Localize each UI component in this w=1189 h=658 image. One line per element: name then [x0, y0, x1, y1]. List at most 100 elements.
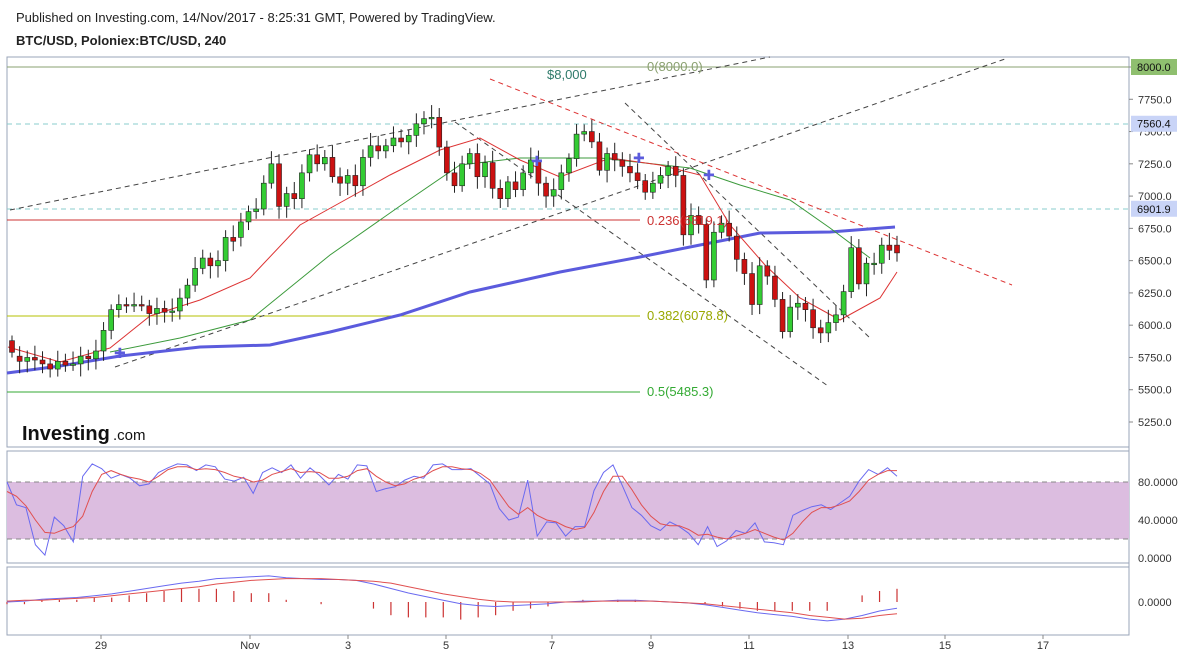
- price-tag-label: 8000.0: [1137, 62, 1171, 74]
- time-tick-label: 5: [443, 640, 449, 652]
- candle-up: [77, 355, 84, 365]
- candle-down: [398, 137, 404, 143]
- time-tick-label: Nov: [240, 640, 260, 652]
- candle-up: [718, 222, 725, 233]
- candle-up: [344, 175, 351, 184]
- rsi-tick-label: 40.0000: [1138, 515, 1178, 527]
- time-tick-label: 15: [939, 640, 951, 652]
- candle-down: [680, 175, 687, 236]
- candle-up: [848, 247, 855, 292]
- candle-up: [184, 284, 191, 299]
- cross-marker: ✚: [114, 345, 126, 361]
- trendline-down-channel-bottom: [454, 121, 829, 387]
- candle-up: [306, 154, 313, 174]
- trendline-lower-channel: [114, 58, 1006, 368]
- candle-up: [260, 182, 267, 210]
- time-tick-label: 29: [95, 640, 107, 652]
- candle-down: [512, 181, 519, 190]
- candle-down: [489, 162, 496, 189]
- time-tick-label: 9: [648, 640, 654, 652]
- candle-down: [291, 193, 298, 199]
- candle-down: [474, 153, 481, 178]
- svg-text:.com: .com: [113, 427, 146, 444]
- candle-up: [466, 153, 473, 165]
- candle-up: [283, 193, 290, 207]
- price-tick-label: 7000.0: [1138, 191, 1172, 203]
- candle-up: [390, 137, 397, 147]
- svg-text:Investing: Investing: [22, 423, 110, 445]
- candle-down: [535, 159, 542, 184]
- candle-down: [856, 247, 862, 285]
- candle-down: [611, 153, 618, 161]
- candle-down: [451, 172, 458, 187]
- candle-up: [459, 163, 465, 187]
- candle-up: [177, 297, 183, 312]
- macd-tick-label: 0.0000: [1138, 597, 1172, 609]
- candle-down: [642, 180, 649, 193]
- price-tick-label: 7750.0: [1138, 94, 1172, 106]
- candle-up: [93, 350, 99, 360]
- candle-up: [604, 153, 610, 171]
- candle-down: [230, 237, 237, 242]
- candle-up: [245, 211, 252, 223]
- published-caption: Published on Investing.com, 14/Nov/2017 …: [16, 10, 496, 25]
- price-tick-label: 6000.0: [1138, 320, 1172, 332]
- cross-marker: ✚: [633, 150, 645, 166]
- macd-histogram: [6, 588, 898, 620]
- candle-down: [817, 327, 824, 334]
- candle-down: [749, 273, 755, 305]
- fib-label-05: 0.5(5485.3): [647, 384, 714, 399]
- candle-down: [207, 257, 214, 267]
- candle-up: [558, 172, 565, 190]
- candle-down: [16, 355, 23, 362]
- time-tick-label: 3: [345, 640, 351, 652]
- main-pane-frame: [6, 56, 1130, 448]
- macd-axis: 0.0000: [1138, 597, 1172, 609]
- rsi-tick-label: 0.0000: [1138, 553, 1172, 565]
- candle-up: [253, 208, 259, 212]
- price-tick-label: 6750.0: [1138, 223, 1172, 235]
- candle-down: [543, 182, 549, 197]
- candle-up: [428, 117, 435, 120]
- candle-down: [337, 176, 343, 184]
- candle-down: [138, 304, 145, 307]
- fib-label-0236: 0.236(6819.1): [647, 213, 728, 228]
- rsi-tick-label: 80.0000: [1138, 477, 1178, 489]
- candle-up: [54, 361, 61, 370]
- candle-up: [131, 304, 137, 307]
- candle-down: [886, 244, 893, 251]
- candle-down: [146, 305, 153, 314]
- candle-down: [85, 355, 92, 360]
- candle-up: [520, 172, 526, 190]
- time-tick-label: 17: [1037, 640, 1049, 652]
- moving-average-red: [7, 137, 898, 363]
- price-tick-label: 5500.0: [1138, 385, 1172, 397]
- candle-down: [436, 117, 443, 148]
- candle-down: [634, 172, 641, 181]
- candle-up: [566, 158, 572, 174]
- rsi-overbought-oversold-band: [7, 482, 1129, 539]
- candle-up: [405, 135, 412, 143]
- candle-up: [222, 237, 229, 261]
- candle-up: [505, 181, 511, 199]
- candle-down: [802, 302, 809, 310]
- candle-up: [322, 157, 328, 165]
- candle-up: [215, 260, 221, 267]
- candle-up: [268, 163, 275, 184]
- candle-down: [672, 166, 679, 176]
- candle-up: [238, 221, 244, 238]
- candle-up: [482, 162, 488, 178]
- price-tag-label: 7560.4: [1137, 119, 1171, 131]
- price-tags: 8000.0 7560.4 6901.9: [1131, 59, 1177, 217]
- candle-up: [581, 131, 587, 135]
- price-tick-label: 5250.0: [1138, 417, 1172, 429]
- candle-up: [650, 182, 656, 193]
- candle-up: [421, 118, 427, 125]
- candle-up: [100, 330, 107, 352]
- candle-up: [711, 231, 717, 281]
- candle-down: [764, 265, 771, 277]
- candle-down: [314, 154, 320, 165]
- candle-down: [894, 244, 900, 254]
- investing-logo: Investing .com: [22, 423, 146, 445]
